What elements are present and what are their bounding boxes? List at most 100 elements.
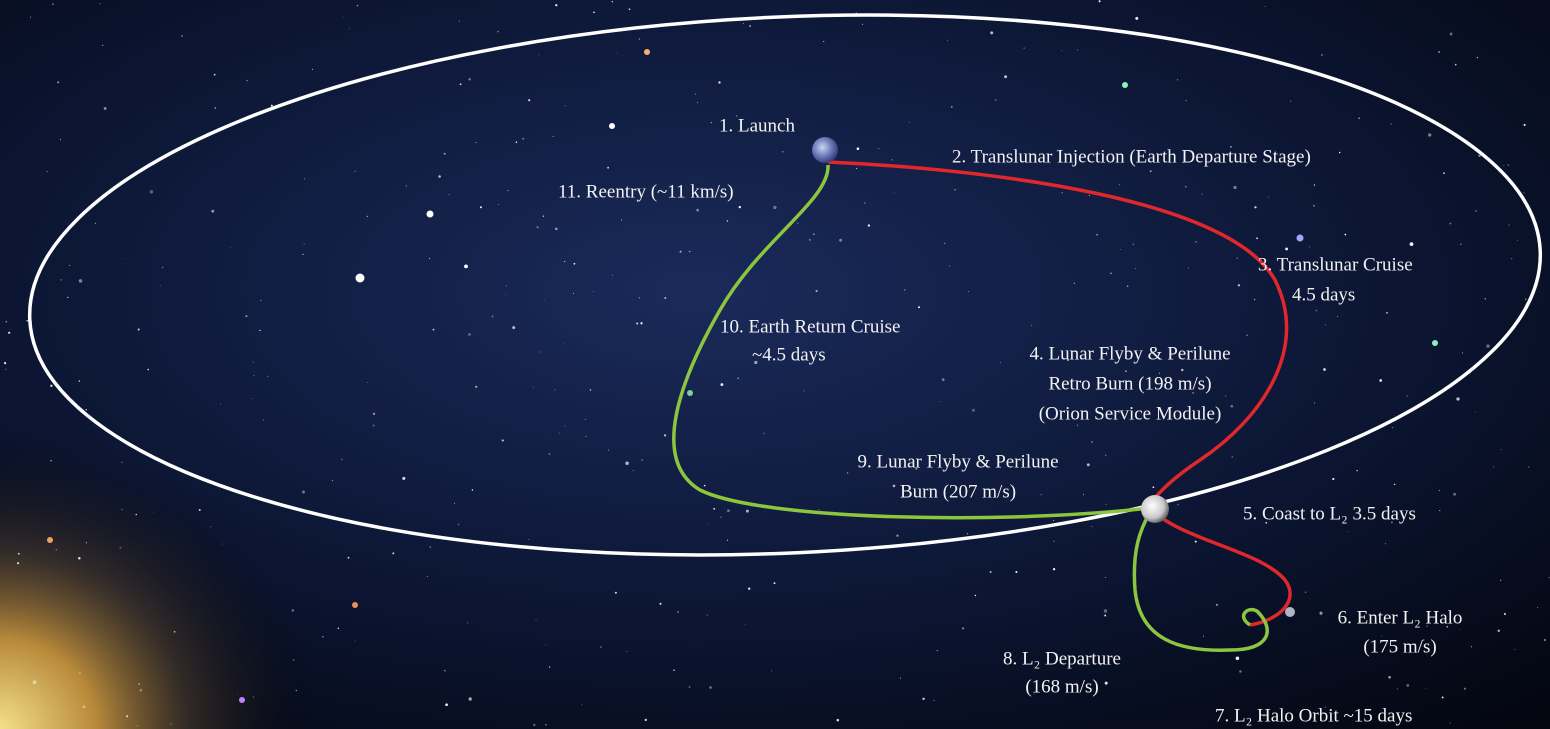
star: [136, 514, 137, 515]
star: [540, 352, 541, 353]
star: [1425, 688, 1426, 689]
star: [771, 670, 772, 671]
star: [4, 362, 6, 364]
star: [78, 557, 81, 560]
star: [1024, 48, 1025, 49]
star: [252, 398, 253, 399]
star: [1231, 405, 1234, 408]
star: [1508, 164, 1510, 166]
star: [823, 41, 824, 42]
star: [67, 297, 68, 298]
star: [900, 678, 901, 679]
star: [837, 719, 840, 722]
star: [636, 323, 638, 325]
star: [1186, 100, 1187, 101]
star: [553, 136, 554, 137]
star: [454, 503, 455, 504]
star: [995, 99, 997, 101]
star: [868, 224, 870, 226]
star: [181, 35, 182, 36]
star: [50, 460, 51, 461]
star: [1471, 646, 1472, 647]
star: [1514, 649, 1515, 650]
star: [774, 582, 776, 584]
star: [344, 17, 345, 18]
star: [475, 386, 477, 388]
star: [1537, 607, 1538, 608]
star: [1379, 379, 1382, 382]
star: [1358, 117, 1359, 118]
star: [1450, 33, 1453, 36]
step-label: 8. L₂ Departure: [1003, 648, 1121, 669]
star: [293, 659, 294, 660]
star: [533, 724, 536, 727]
star: [1290, 101, 1291, 102]
star: [1314, 184, 1315, 185]
star: [1549, 577, 1550, 578]
star: [707, 615, 708, 616]
star: [975, 595, 976, 596]
star: [86, 542, 87, 543]
star: [1313, 205, 1315, 207]
star: [972, 409, 975, 412]
star: [1501, 449, 1502, 450]
star: [803, 390, 804, 391]
star: [1453, 493, 1456, 496]
star: [210, 526, 211, 527]
star: [429, 546, 431, 548]
star: [512, 326, 515, 329]
star: [1177, 79, 1178, 80]
star: [536, 226, 538, 228]
star: [1237, 258, 1238, 259]
star: [1061, 50, 1062, 51]
star: [267, 376, 268, 377]
star: [962, 627, 964, 629]
step-label: 5. Coast to L₂ 3.5 days: [1243, 503, 1416, 524]
star: [642, 460, 643, 461]
nebula: [0, 430, 320, 729]
star: [864, 202, 865, 203]
star: [1153, 486, 1155, 488]
star: [746, 510, 749, 513]
star: [1449, 223, 1451, 225]
star: [237, 694, 238, 695]
star: [738, 378, 739, 379]
star: [83, 705, 86, 708]
star: [809, 239, 811, 241]
star: [659, 603, 661, 605]
star: [640, 322, 642, 324]
star: [549, 453, 551, 455]
star: [516, 141, 517, 142]
star: [696, 209, 699, 212]
star: [1256, 237, 1258, 239]
star: [1439, 490, 1440, 491]
step-label: ~4.5 days: [752, 344, 826, 365]
star: [1195, 541, 1197, 543]
star: [573, 293, 574, 294]
star: [677, 611, 679, 613]
star: [1406, 684, 1409, 687]
star: [174, 631, 176, 633]
star: [664, 297, 666, 299]
star: [782, 151, 784, 153]
star: [1386, 312, 1388, 314]
star: [839, 239, 842, 242]
star: [1127, 285, 1129, 287]
star: [1323, 368, 1326, 371]
star: [555, 4, 557, 6]
star: [1074, 283, 1075, 284]
star: [1475, 411, 1476, 412]
star: [563, 343, 564, 344]
star: [69, 265, 70, 266]
star: [689, 251, 690, 252]
star: [1150, 170, 1152, 172]
bright-star: [1297, 235, 1304, 242]
star: [260, 300, 261, 301]
star: [498, 204, 499, 205]
star: [230, 247, 231, 248]
star: [673, 669, 674, 670]
star: [708, 524, 709, 525]
star: [52, 4, 53, 5]
star: [429, 258, 430, 259]
star: [332, 480, 333, 481]
